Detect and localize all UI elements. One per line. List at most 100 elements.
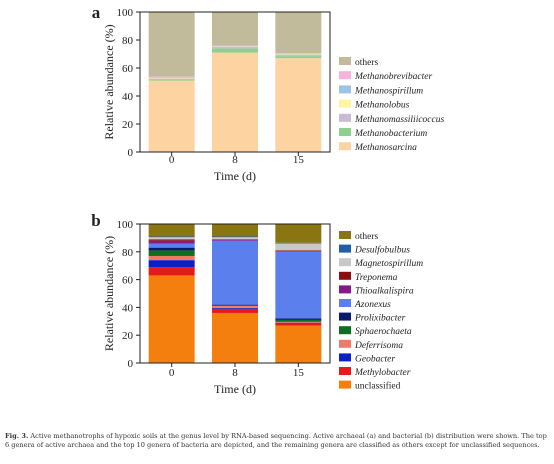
panel-b-legend-label: Deferrisoma [354, 340, 403, 351]
panel-a-bar-methanobacterium-0 [148, 79, 195, 81]
panel-b-ytick-label: 0 [128, 358, 134, 370]
panel-b-bar-sphaerochaeta-15 [275, 319, 322, 322]
panel-b-bar-geobacter-0 [148, 260, 195, 268]
panel-b-bar-sphaerochaeta-8 [212, 305, 258, 307]
panel-a-ytick-label: 0 [128, 147, 134, 159]
panel-b-legend-label: Desulfobulbus [354, 245, 410, 256]
panel-a-bar-methanolobus-15 [275, 54, 322, 55]
panel-a-bar-methanospirillum-0 [148, 77, 195, 78]
panel-b-bar-desulfobulbus-0 [148, 236, 195, 238]
panel-b-bar-methylobacter-15 [275, 323, 322, 326]
panel-a-legend-label: Methanomassiliicoccus [354, 115, 444, 125]
panel-b-bar-thioalkalispira-15 [275, 251, 322, 252]
panel-a-y-axis-title: Relative abundance (%) [102, 24, 116, 139]
panel-a-legend-label: Methanospirillum [354, 86, 423, 96]
panel-b-legend-swatch [339, 367, 351, 375]
panel-b-legend-swatch [339, 271, 351, 280]
panel-b-bar-methylobacter-0 [148, 267, 195, 276]
panel-b-legend-swatch [339, 285, 351, 294]
panel-a-legend-swatch [339, 113, 351, 122]
panel-b-bar-desulfobulbus-8 [212, 236, 258, 238]
panel-b-xtick-label: 0 [169, 367, 175, 379]
panel-b-xtick-label: 8 [232, 367, 238, 379]
panel-a-ytick-label: 20 [122, 119, 134, 131]
panel-b-legend-swatch [339, 231, 351, 239]
panel-b-bar-magnetospirillum-8 [212, 237, 258, 240]
panel-b-ytick-label: 60 [122, 275, 134, 287]
panel-a-legend-label: Methanobrevibacter [354, 72, 433, 82]
panel-b-bar-geobacter-15 [275, 322, 322, 324]
panel-a-xtick-label: 8 [232, 154, 238, 166]
panel-b-y-axis-title: Relative abundance (%) [102, 236, 116, 351]
caption-text: Active methanotrophs of hypoxic soils at… [5, 432, 547, 449]
panel-a-bar-methanomassiliicoccus-8 [212, 47, 258, 49]
panel-b-xtick-label: 15 [293, 367, 305, 379]
panel-a-bar-methanolobus-0 [148, 77, 195, 79]
panel-b-plot-frame [139, 223, 331, 364]
panel-b-ytick-label: 20 [122, 330, 134, 342]
panel-b-legend-swatch [339, 244, 351, 253]
panel-b-bar-unclassified-0 [148, 275, 195, 363]
panel-b-label: b [91, 211, 100, 230]
panel-b-legend-label: Treponema [355, 273, 398, 283]
panel-b-legend-label: Methylobacter [354, 368, 411, 378]
panel-b-ytick-label: 100 [117, 219, 134, 231]
panel-a-label: a [92, 3, 101, 22]
figure-caption: Fig. 3. Active methanotrophs of hypoxic … [5, 432, 550, 449]
panel-b-bar-treponema-8 [212, 239, 258, 240]
panel-a-x-axis-title: Time (d) [214, 169, 256, 183]
panel-b-bar-deferrisoma-15 [275, 321, 322, 323]
panel-a-legend-swatch [339, 99, 351, 108]
panel-b-x-axis-title: Time (d) [214, 382, 256, 396]
panel-a-legend-label: Methanolobus [354, 101, 410, 111]
panel-a-bar-methanolobus-8 [212, 46, 258, 47]
panel-b-legend-swatch [339, 299, 351, 307]
panel-a-legend-label: others [355, 58, 379, 68]
panel-b-legend-swatch [339, 339, 351, 348]
panel-a-legend-swatch [339, 142, 351, 151]
panel-b-legend-label: Azonexus [354, 300, 391, 310]
panel-b-legend-swatch [339, 380, 351, 389]
panel-a-plot-frame [139, 11, 331, 153]
panel-b-bar-unclassified-8 [212, 312, 258, 363]
panel-a-ytick-label: 80 [122, 35, 134, 47]
panel-b-bar-geobacter-8 [212, 307, 258, 309]
panel-b-legend-swatch [339, 326, 351, 335]
panel-b-legend-swatch [339, 258, 351, 267]
panel-a-legend-swatch [339, 71, 351, 80]
panel-b-bar-azonexus-15 [275, 251, 322, 319]
panel-b-bar-azonexus-8 [212, 240, 258, 305]
panel-a-xtick-label: 0 [169, 154, 175, 166]
panel-a-legend-label: Methanobacterium [354, 129, 427, 139]
panel-a-bar-methanosarcina-0 [148, 80, 195, 152]
panel-a-bar-methanomassiliicoccus-0 [148, 78, 195, 80]
caption-label: Fig. 3. [5, 432, 29, 440]
panel-b-bar-desulfobulbus-15 [275, 242, 322, 244]
panel-a-xtick-label: 15 [293, 154, 305, 166]
panel-b-bar-others-8 [212, 224, 258, 237]
panel-b-legend-label: Thioalkalispira [355, 286, 414, 296]
panel-b-legend-swatch [339, 353, 351, 362]
panel-a-bar-others-0 [148, 12, 195, 77]
panel-b-bar-treponema-15 [275, 250, 322, 252]
panel-b-bar-others-0 [148, 224, 195, 237]
panel-b-ytick-label: 80 [122, 247, 134, 259]
panel-a-bar-methanobacterium-15 [275, 56, 322, 59]
panel-a-ytick-label: 40 [122, 91, 134, 103]
panel-a-ytick-label: 100 [117, 7, 134, 19]
panel-a-bar-others-15 [275, 12, 322, 54]
panel-b-bar-others-15 [275, 224, 322, 243]
panel-b-bar-methylobacter-8 [212, 308, 258, 313]
panel-b-bar-prolixibacter-15 [275, 318, 322, 320]
panel-b-bar-unclassified-15 [275, 325, 322, 363]
panel-b-legend-label: unclassified [355, 381, 401, 392]
panel-b-bar-prolixibacter-0 [148, 247, 195, 251]
panel-a-legend-swatch [339, 57, 351, 65]
panel-b-legend-label: Sphaerochaeta [355, 327, 412, 337]
panel-b-bar-prolixibacter-8 [212, 304, 258, 306]
panel-a-legend-swatch [339, 128, 351, 136]
panel-b-bar-magnetospirillum-0 [148, 237, 195, 240]
panel-b-bar-treponema-0 [148, 239, 195, 241]
panel-a-bar-others-8 [212, 12, 258, 46]
